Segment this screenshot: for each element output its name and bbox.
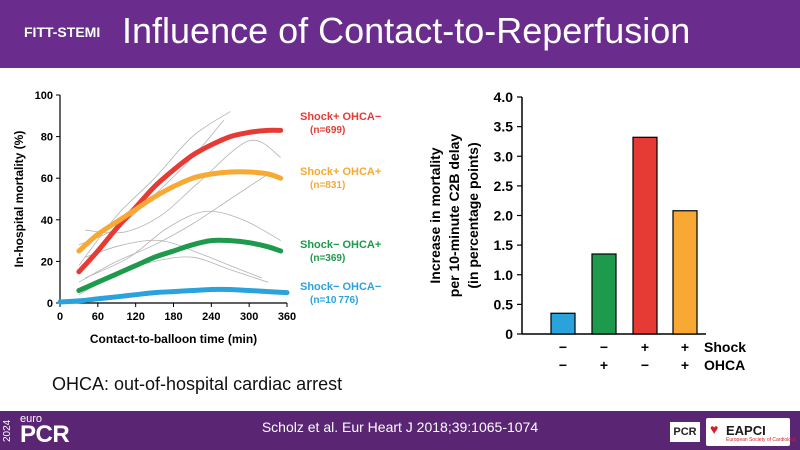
- series-name-3: Shock− OHCA+: [300, 239, 381, 251]
- series-name-2: Shock+ OHCA+: [300, 166, 381, 178]
- y-tick-label-80: 80: [41, 132, 53, 144]
- y-tick-label-20: 20: [41, 256, 53, 268]
- ohca-row-label: OHCA: [704, 357, 745, 373]
- background-curve-2: [78, 119, 225, 246]
- y-tick-label-8: 4.0: [494, 89, 514, 105]
- x-tick-label-180: 180: [164, 311, 182, 323]
- eapci-label: EAPCI: [726, 423, 766, 438]
- x-axis-label: Contact-to-balloon time (min): [90, 332, 257, 346]
- x-tick-label-360: 360: [278, 311, 296, 323]
- eapci-badge: ♥ EAPCI European Society of Cardiology: [706, 418, 796, 446]
- series-n-3: (n=369): [310, 253, 345, 264]
- series-line-3: [76, 237, 284, 293]
- y-tick-label-6: 3.0: [494, 148, 514, 164]
- shock-sign-4: +: [681, 339, 689, 355]
- title-bar: [0, 0, 800, 68]
- bar-4: [672, 210, 698, 335]
- series-n-2: (n=831): [310, 180, 345, 191]
- x-tick-label-120: 120: [126, 311, 144, 323]
- x-tick-label-60: 60: [92, 311, 104, 323]
- study-tag: FITT-STEMI: [24, 24, 101, 40]
- y-tick-label-2: 1.0: [494, 267, 514, 283]
- shock-sign-2: −: [600, 339, 608, 355]
- mortality-line-chart: 0 20 40 60 80 100 0 60 120 180 240 300 360 Contact-to…: [12, 90, 381, 346]
- y-tick-label-3: 1.5: [494, 237, 514, 253]
- y-axis-label-line-3: (in percentage points): [465, 142, 481, 288]
- series-name-1: Shock+ OHCA−: [300, 111, 381, 123]
- citation: Scholz et al. Eur Heart J 2018;39:1065-1…: [261, 419, 539, 435]
- slide-title: Influence of Contact-to-Reperfusion: [122, 10, 691, 51]
- series-line-4: [57, 286, 290, 305]
- x-tick-label-0: 0: [57, 311, 63, 323]
- background-curve-7: [85, 210, 281, 279]
- eapci-sublabel: European Society of Cardiology: [726, 437, 797, 443]
- shock-row-label: Shock: [704, 339, 746, 355]
- bar-3: [632, 136, 658, 335]
- y-tick-label-0: 0: [505, 326, 513, 342]
- y-tick-label-5: 2.5: [494, 178, 514, 194]
- series-n-4: (n=10 776): [310, 295, 358, 306]
- y-axis-label-line-2: per 10-minute C2B delay: [446, 134, 462, 298]
- series-name-4: Shock− OHCA−: [300, 281, 381, 293]
- bar-2: [591, 253, 617, 335]
- ohca-sign-4: +: [681, 357, 689, 373]
- ohca-footnote: OHCA: out-of-hospital cardiac arrest: [52, 374, 343, 394]
- mortality-increase-bar-chart: 0 0.5 1.0 1.5 2.0 2.5 3.0 3.5 4.0 Increase in mor…: [427, 89, 746, 373]
- footer-bar: [0, 411, 800, 450]
- y-tick-label-0: 0: [47, 298, 53, 310]
- bar-1: [550, 312, 576, 335]
- background-curve-4: [78, 173, 269, 283]
- background-curve-3: [85, 139, 281, 234]
- x-tick-label-240: 240: [202, 311, 220, 323]
- series-line-1: [76, 127, 284, 275]
- y-tick-label-1: 0.5: [494, 296, 514, 312]
- series-n-1: (n=699): [310, 125, 345, 136]
- series-line-2: [76, 169, 284, 254]
- background-curve-5: [85, 239, 262, 279]
- heart-icon: ♥: [710, 421, 719, 437]
- europcr-logo: PCR: [20, 421, 70, 448]
- y-axis-label: In-hospital mortality (%): [12, 131, 26, 268]
- y-tick-label-100: 100: [35, 90, 53, 102]
- y-tick-label-60: 60: [41, 173, 53, 185]
- ohca-sign-2: +: [600, 357, 608, 373]
- x-tick-label-300: 300: [240, 311, 258, 323]
- y-tick-label-4: 2.0: [494, 208, 514, 224]
- y-tick-label-40: 40: [41, 215, 53, 227]
- shock-sign-3: +: [641, 339, 649, 355]
- europcr-logo-top: euro: [20, 413, 43, 425]
- pcr-badge: PCR: [670, 422, 700, 442]
- ohca-sign-1: −: [559, 357, 567, 373]
- y-axis-label-line-1: Increase in mortality: [427, 147, 443, 283]
- y-tick-label-7: 3.5: [494, 119, 514, 135]
- shock-sign-1: −: [559, 339, 567, 355]
- ohca-sign-3: −: [641, 357, 649, 373]
